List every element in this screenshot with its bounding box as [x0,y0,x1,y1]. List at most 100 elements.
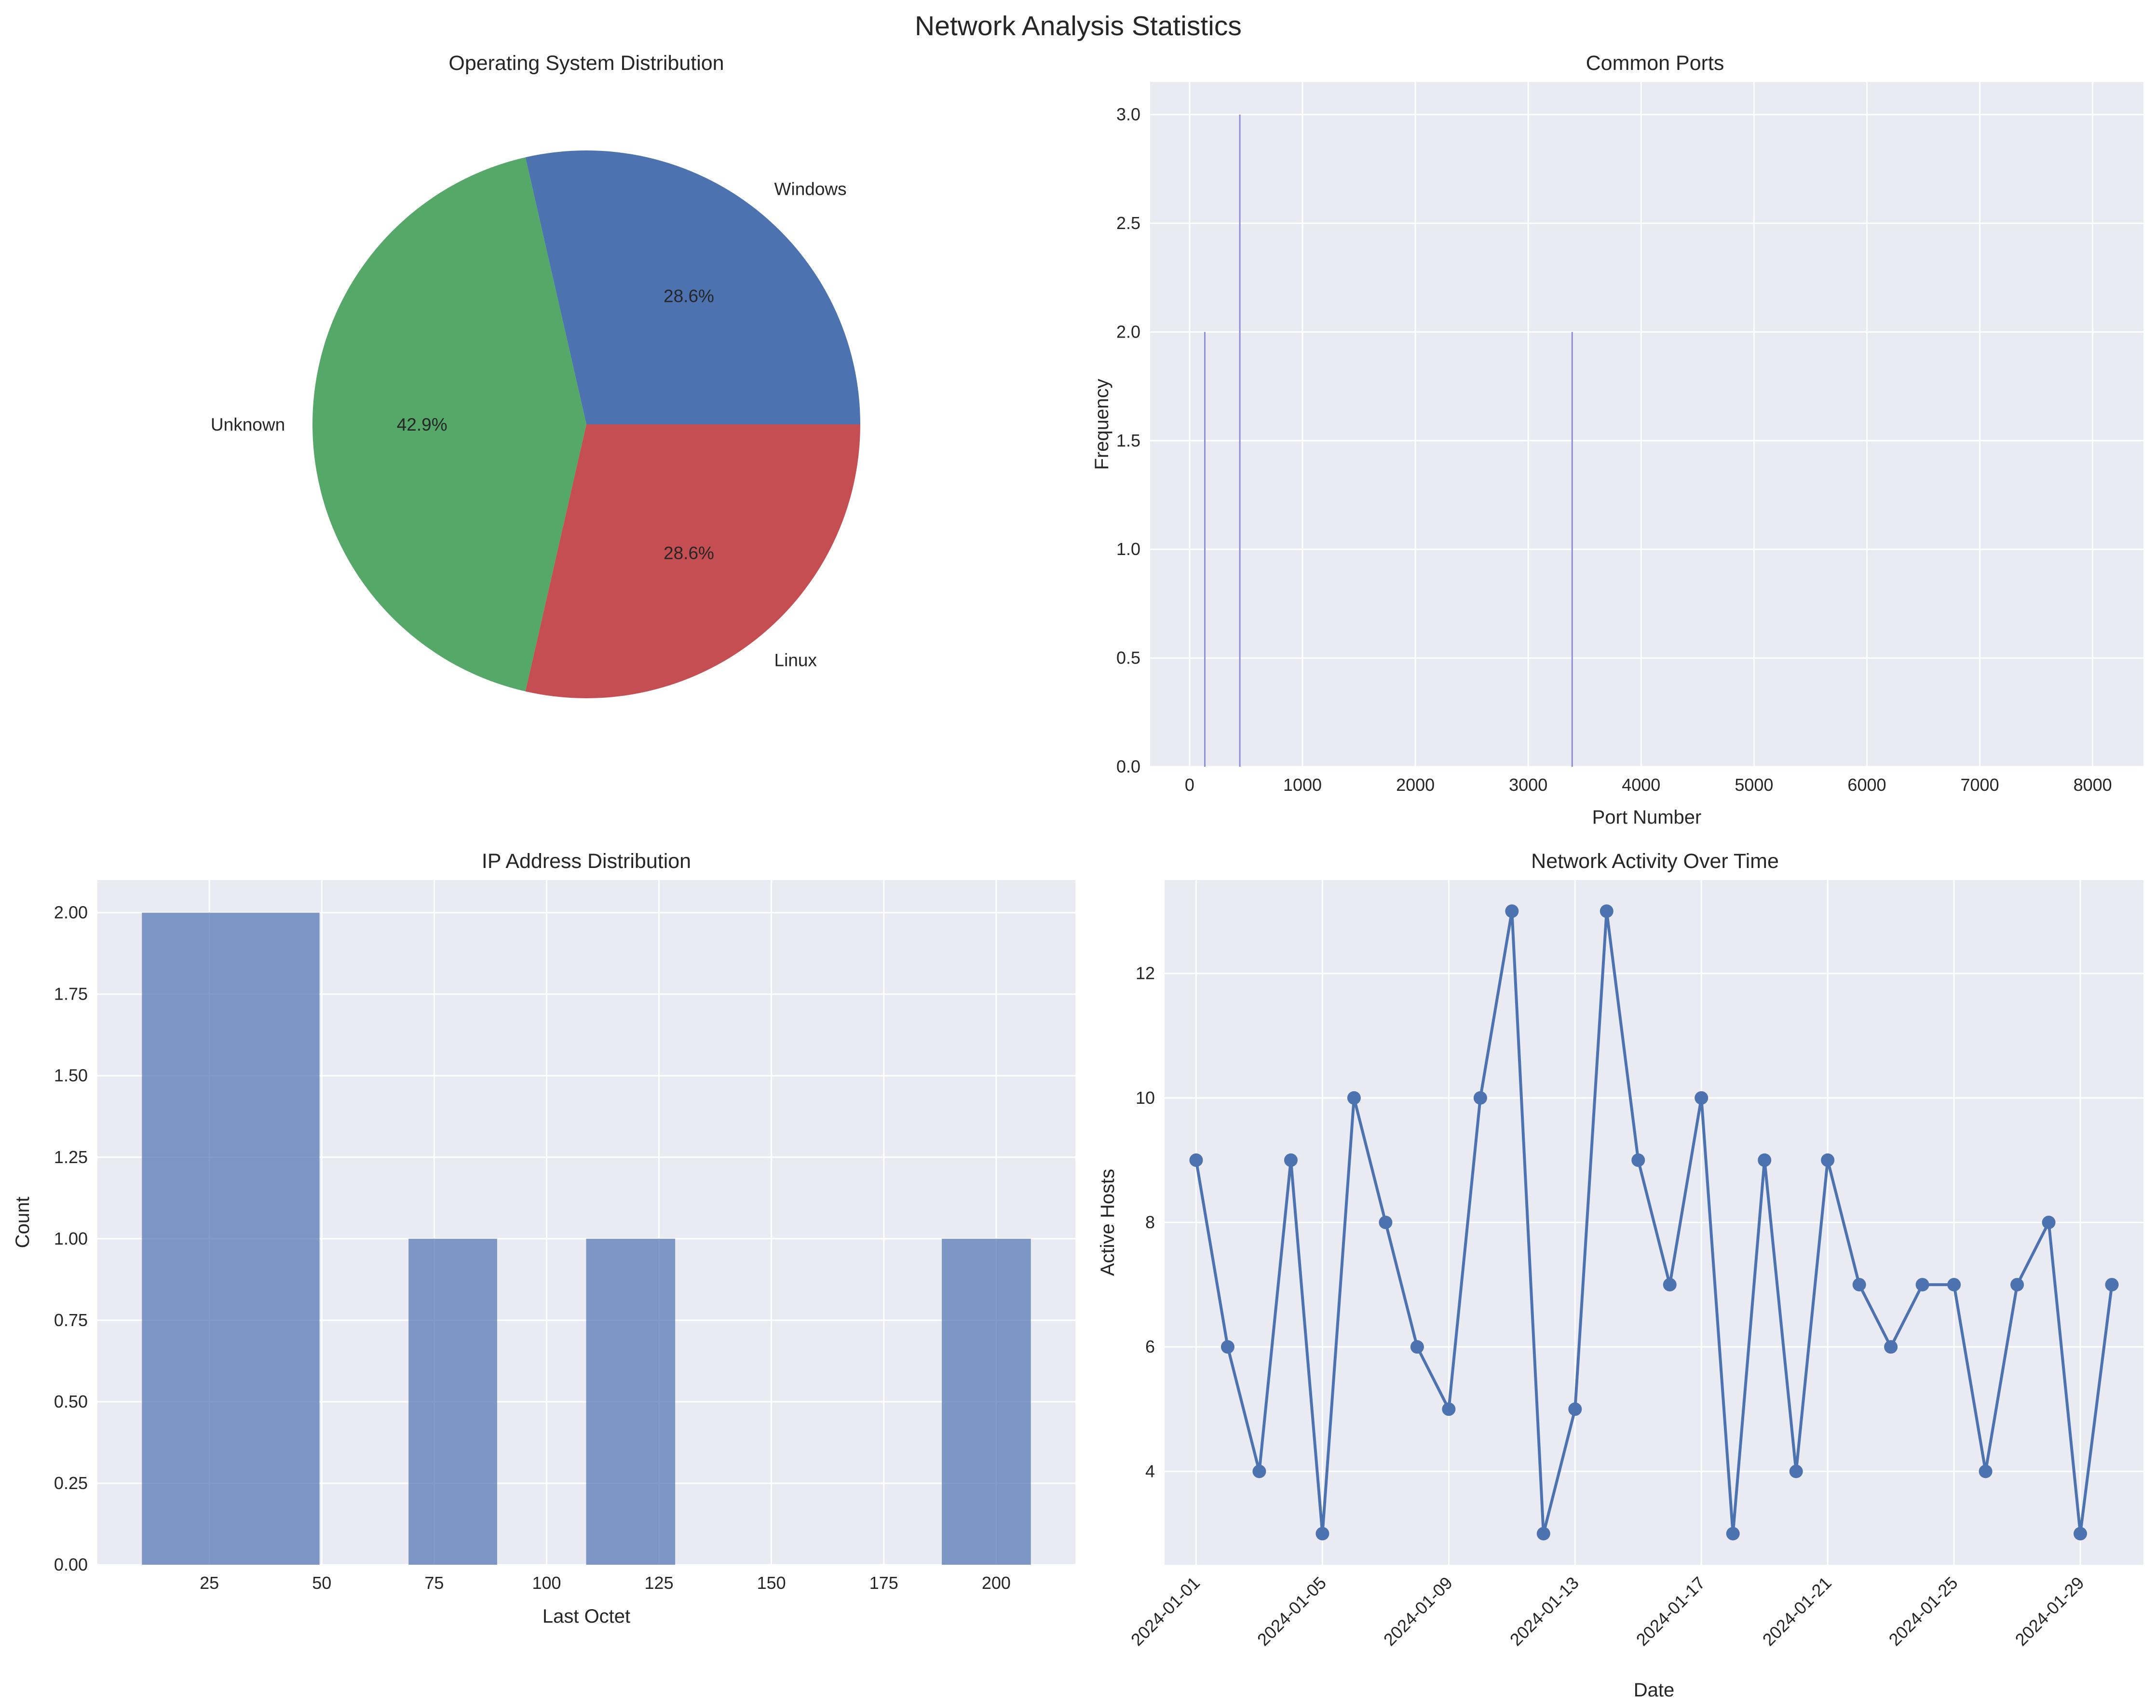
pie-slice-linux [525,424,860,698]
activity-data-point [1410,1340,1424,1354]
activity-data-point [1631,1153,1645,1167]
activity-y-tick-label: 4 [1145,1461,1155,1481]
ports-x-tick-label: 8000 [2074,775,2112,795]
pie-slice-windows [525,150,860,425]
activity-data-point [1189,1153,1203,1167]
activity-y-tick-label: 8 [1145,1212,1155,1232]
pie-percent-label: 42.9% [397,415,447,434]
ports-x-tick-label: 7000 [1961,775,1999,795]
pie-label: Linux [774,650,817,670]
ports-x-tick-label: 6000 [1847,775,1886,795]
pie-label: Unknown [211,415,285,434]
activity-data-point [1536,1527,1550,1541]
activity-data-point [1884,1340,1898,1354]
ip-x-tick-label: 100 [532,1573,561,1593]
activity-data-point [2074,1527,2088,1541]
ports-x-tick-label: 0 [1185,775,1194,795]
ip-xlabel: Last Octet [542,1606,630,1627]
ip-y-tick-label: 2.00 [54,903,88,922]
ip-histogram-bar [408,1238,497,1565]
ports-y-tick-label: 3.0 [1116,105,1140,124]
ports-xlabel: Port Number [1592,807,1702,828]
ip-y-tick-label: 0.25 [54,1473,88,1493]
activity-data-point [1252,1464,1266,1478]
ip-x-tick-label: 50 [312,1573,331,1593]
activity-data-point [1915,1278,1929,1292]
pie-label: Windows [774,179,847,199]
ports-ylabel: Frequency [1091,379,1112,470]
ports-y-tick-label: 0.0 [1116,757,1140,776]
ip-x-tick-label: 125 [645,1573,674,1593]
ports-y-tick-label: 2.0 [1116,322,1140,341]
activity-data-point [1663,1278,1677,1292]
activity-ylabel: Active Hosts [1097,1169,1118,1276]
ip-x-tick-label: 175 [869,1573,898,1593]
activity-xlabel: Date [1634,1680,1675,1701]
ports-bar [1239,114,1241,767]
activity-data-point [1695,1091,1709,1105]
ports-x-tick-label: 1000 [1283,775,1322,795]
ports-y-tick-label: 2.5 [1116,213,1140,233]
activity-data-point [1315,1527,1329,1541]
ports-y-tick-label: 1.5 [1116,431,1140,450]
activity-y-tick-label: 12 [1136,963,1155,983]
activity-data-point [1284,1153,1298,1167]
ip-y-tick-label: 0.50 [54,1392,88,1411]
ip-x-tick-label: 200 [982,1573,1011,1593]
ip-histogram-bar [942,1238,1031,1565]
ports-x-tick-label: 5000 [1735,775,1773,795]
activity-data-point [1821,1153,1835,1167]
activity-data-point [1726,1527,1740,1541]
ip-y-tick-label: 1.25 [54,1147,88,1167]
ip-ylabel: Count [12,1197,33,1248]
ip-x-tick-label: 25 [200,1573,219,1593]
ports-x-tick-label: 2000 [1396,775,1435,795]
activity-data-point [2105,1278,2119,1292]
ports-y-tick-label: 0.5 [1116,648,1140,668]
activity-data-point [1789,1464,1803,1478]
ip-histogram-bar [142,912,320,1565]
activity-data-point [1600,904,1614,918]
ip-y-tick-label: 1.50 [54,1066,88,1085]
ip-x-tick-label: 150 [757,1573,786,1593]
pie-percent-label: 28.6% [664,543,714,563]
activity-data-point [1347,1091,1361,1105]
ports-x-tick-label: 4000 [1622,775,1660,795]
pie-slice-unknown [312,157,586,691]
activity-data-point [1852,1278,1866,1292]
ip-y-tick-label: 0.00 [54,1555,88,1574]
activity-data-point [2010,1278,2024,1292]
activity-data-point [1379,1216,1393,1229]
ip-title: IP Address Distribution [482,850,691,873]
ports-bar [1571,332,1573,767]
activity-data-point [1979,1464,1993,1478]
ip-x-tick-label: 75 [424,1573,444,1593]
activity-data-point [2042,1216,2056,1229]
ip-y-tick-label: 1.00 [54,1229,88,1248]
activity-data-point [1442,1402,1456,1416]
pie-title: Operating System Distribution [448,52,724,75]
activity-data-point [1505,904,1519,918]
activity-data-point [1473,1091,1487,1105]
common-ports-chart: Common Ports 0 1000 2000 3000 4000 5000 6000 70… [1091,52,2143,828]
ports-title: Common Ports [1586,52,1724,75]
ports-x-tick-label: 3000 [1509,775,1547,795]
activity-title: Network Activity Over Time [1531,850,1779,873]
figure-title: Network Analysis Statistics [915,11,1242,41]
ip-y-tick-label: 0.75 [54,1310,88,1330]
ports-bar [1204,332,1206,767]
ports-y-tick-label: 1.0 [1116,539,1140,559]
pie-percent-label: 28.6% [664,286,714,306]
ports-plot-area [1150,82,2143,767]
activity-data-point [1758,1153,1772,1167]
ip-distribution-chart: IP Address Distribution 25 50 75 100 125 150 1… [12,850,1075,1627]
activity-data-point [1947,1278,1961,1292]
activity-data-point [1568,1402,1582,1416]
activity-y-tick-label: 6 [1145,1337,1155,1356]
ip-histogram-bar [586,1238,676,1565]
activity-y-tick-label: 10 [1136,1088,1155,1108]
activity-series-line [1194,909,2114,1535]
os-pie-chart: Operating System Distribution Windows 28.… [211,52,860,698]
activity-data-point [1220,1340,1234,1354]
